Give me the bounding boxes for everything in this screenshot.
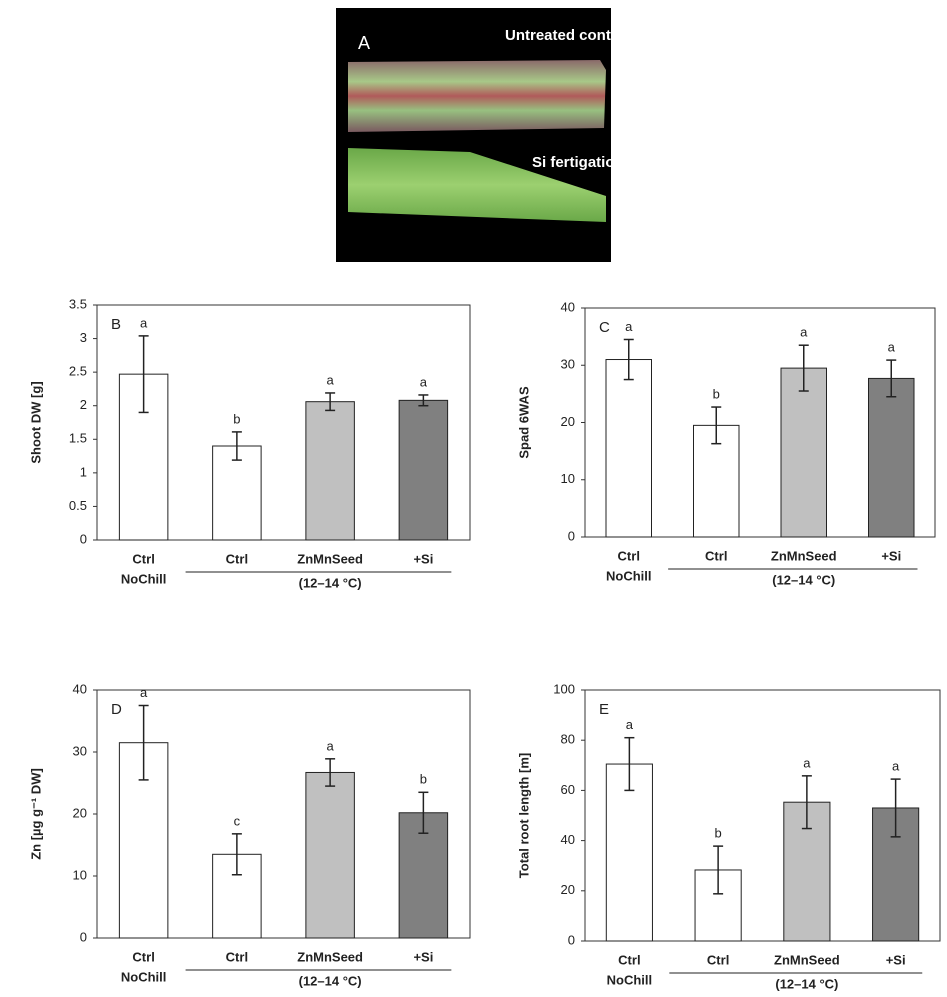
significance-letter: a xyxy=(327,372,335,387)
significance-letter: a xyxy=(327,738,335,753)
y-tick-label: 40 xyxy=(561,299,575,314)
y-tick-label: 0 xyxy=(568,932,575,947)
y-axis-label: Total root length [m] xyxy=(516,753,531,878)
y-tick-label: 10 xyxy=(73,867,87,882)
panel-label: E xyxy=(599,701,609,718)
y-axis-label: Spad 6WAS xyxy=(516,386,531,459)
panel-label: B xyxy=(111,316,121,333)
significance-letter: a xyxy=(420,374,428,389)
panel-label: C xyxy=(599,319,610,336)
bar xyxy=(869,378,915,537)
y-tick-label: 10 xyxy=(561,471,575,486)
photo-label: Untreated control xyxy=(505,27,630,44)
y-tick-label: 0 xyxy=(80,531,87,546)
y-tick-label: 30 xyxy=(561,357,575,372)
photo-background xyxy=(336,8,611,262)
x-tick-label: +Si xyxy=(886,952,906,967)
y-tick-label: 2.5 xyxy=(69,364,87,379)
x-tick-label: +Si xyxy=(413,949,433,964)
significance-letter: b xyxy=(420,772,427,787)
significance-letter: c xyxy=(234,813,241,828)
significance-letter: a xyxy=(800,325,808,340)
y-tick-label: 20 xyxy=(561,882,575,897)
x-tick-label: Ctrl xyxy=(132,551,154,566)
panel-label: A xyxy=(358,33,370,53)
leaf xyxy=(348,60,606,132)
x-group-label: (12–14 °C) xyxy=(772,572,835,587)
y-tick-label: 0.5 xyxy=(69,498,87,513)
y-tick-label: 100 xyxy=(553,681,575,696)
x-tick-label: Ctrl xyxy=(132,949,154,964)
y-axis-label: Shoot DW [g] xyxy=(28,381,43,463)
x-tick-label: +Si xyxy=(413,551,433,566)
y-tick-label: 40 xyxy=(561,832,575,847)
panel-label: D xyxy=(111,701,122,718)
y-tick-label: 60 xyxy=(561,782,575,797)
x-tick-label: ZnMnSeed xyxy=(774,952,840,967)
bar xyxy=(306,772,354,938)
x-tick-label: +Si xyxy=(881,548,901,563)
x-tick-label: ZnMnSeed xyxy=(297,551,363,566)
x-tick-label: Ctrl xyxy=(226,949,248,964)
significance-letter: b xyxy=(713,386,720,401)
x-tick-label: ZnMnSeed xyxy=(297,949,363,964)
y-tick-label: 30 xyxy=(73,743,87,758)
y-tick-label: 1.5 xyxy=(69,431,87,446)
y-tick-label: 20 xyxy=(73,805,87,820)
significance-letter: b xyxy=(715,826,722,841)
significance-letter: a xyxy=(626,717,634,732)
x-tick-label: Ctrl xyxy=(618,952,640,967)
y-tick-label: 1 xyxy=(80,464,87,479)
x-group-label: (12–14 °C) xyxy=(299,973,362,988)
bar xyxy=(399,400,447,540)
significance-letter: b xyxy=(233,411,240,426)
y-tick-label: 20 xyxy=(561,414,575,429)
photo: A Untreated control Si fertigation xyxy=(336,8,630,262)
x-group-label: NoChill xyxy=(121,571,167,586)
x-tick-label: Ctrl xyxy=(226,551,248,566)
significance-letter: a xyxy=(803,755,811,770)
significance-letter: a xyxy=(140,685,148,700)
y-tick-label: 3.5 xyxy=(69,296,87,311)
significance-letter: a xyxy=(625,319,633,334)
y-tick-label: 3 xyxy=(80,330,87,345)
figure: A Untreated control Si fertigation 0 0.5 1… xyxy=(0,0,947,997)
x-group-label: NoChill xyxy=(606,568,652,583)
y-axis-label: Zn [µg g⁻¹ DW] xyxy=(28,768,43,860)
significance-letter: a xyxy=(888,340,896,355)
y-tick-label: 40 xyxy=(73,681,87,696)
y-tick-label: 0 xyxy=(568,528,575,543)
x-group-label: NoChill xyxy=(607,972,653,987)
significance-letter: a xyxy=(140,315,148,330)
bar xyxy=(606,360,652,537)
y-tick-label: 80 xyxy=(561,732,575,747)
x-tick-label: ZnMnSeed xyxy=(771,548,837,563)
y-tick-label: 0 xyxy=(80,929,87,944)
bar xyxy=(306,402,354,540)
y-tick-label: 2 xyxy=(80,397,87,412)
photo-label: Si fertigation xyxy=(532,154,624,171)
x-group-label: NoChill xyxy=(121,969,167,984)
x-tick-label: Ctrl xyxy=(618,548,640,563)
bar xyxy=(781,368,827,537)
significance-letter: a xyxy=(892,759,900,774)
x-tick-label: Ctrl xyxy=(705,548,727,563)
x-group-label: (12–14 °C) xyxy=(299,575,362,590)
x-group-label: (12–14 °C) xyxy=(775,976,838,991)
x-tick-label: Ctrl xyxy=(707,952,729,967)
